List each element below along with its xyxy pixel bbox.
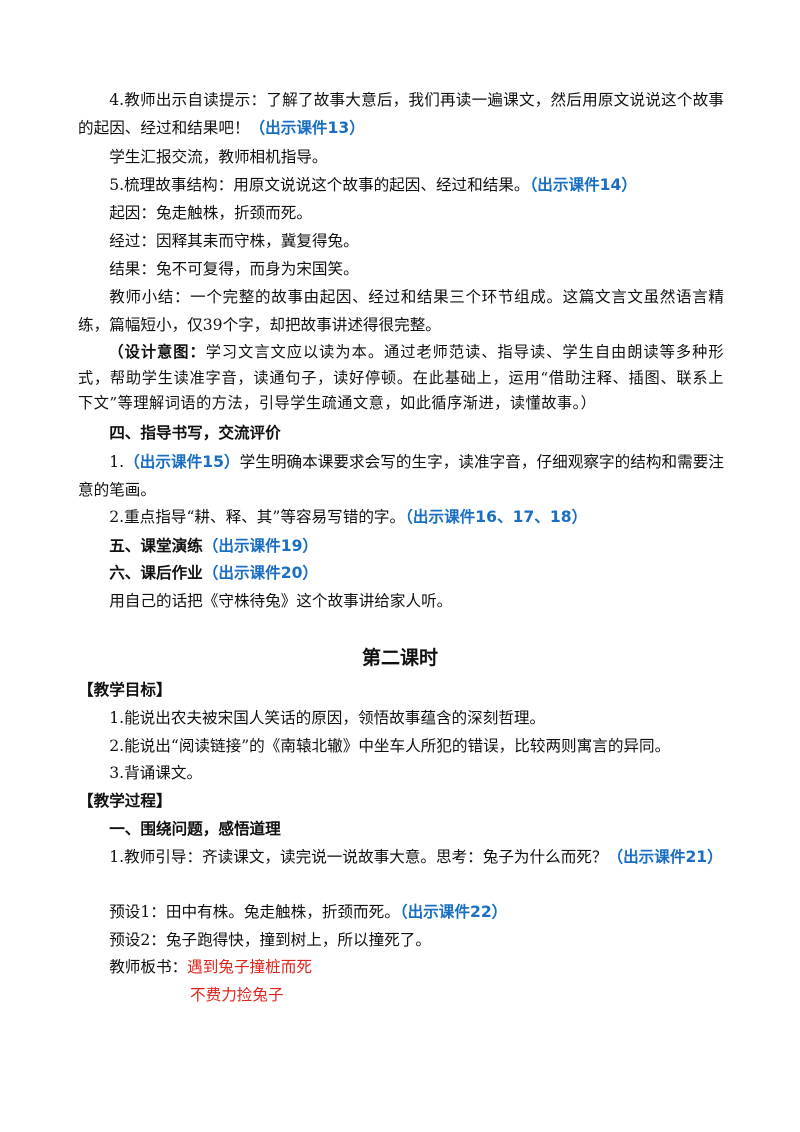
courseware-ref: （出示课件20） xyxy=(202,564,319,582)
board-line: 不费力捡兔子 xyxy=(190,986,284,1004)
text: 2.能说出“阅读链接”的《南辕北辙》中坐车人所犯的错误，比较两则寓言的异同。 xyxy=(109,737,671,755)
board-label: 教师板书： xyxy=(109,958,188,976)
paragraph: 2.重点指导“耕、释、其”等容易写错的字。（出示课件16、17、18） xyxy=(78,503,724,531)
courseware-ref: （出示课件19） xyxy=(202,537,319,555)
text: 五、课堂演练 xyxy=(109,536,203,555)
paragraph: 1.（出示课件15）学生明确本课要求会写的生字，读准字音，仔细观察字的结构和需要… xyxy=(78,448,724,504)
text: 学生明确本课要求会写的生字，读准字音，仔细观察字的结构和需要注意的笔画。 xyxy=(78,453,724,499)
paragraph: 学生汇报交流，教师相机指导。 xyxy=(78,143,724,171)
paragraph: 起因：兔走触株，折颈而死。 xyxy=(78,199,724,227)
text: 用自己的话把《守株待兔》这个故事讲给家人听。 xyxy=(109,592,453,610)
paragraph: 经过：因释其耒而守株，冀复得兔。 xyxy=(78,227,724,255)
paragraph: 用自己的话把《守株待兔》这个故事讲给家人听。 xyxy=(78,587,724,615)
text: 结果：兔不可复得，而身为宋国笑。 xyxy=(109,260,359,278)
text: 经过：因释其耒而守株，冀复得兔。 xyxy=(109,232,359,250)
paragraph: 预设2：兔子跑得快，撞到树上，所以撞死了。 xyxy=(78,926,724,954)
text: 3.背诵课文。 xyxy=(109,764,203,782)
paragraph: 5.梳理故事结构：用原文说说这个故事的起因、经过和结果。（出示课件14） xyxy=(78,171,724,199)
text: 起因：兔走触株，折颈而死。 xyxy=(109,204,312,222)
block-heading: 【教学目标】 xyxy=(78,676,724,704)
courseware-ref: （出示课件21） xyxy=(607,848,723,866)
paragraph: 结果：兔不可复得，而身为宋国笑。 xyxy=(78,255,724,283)
text: 教师小结：一个完整的故事由起因、经过和结果三个环节组成。这篇文言文虽然语言精练，… xyxy=(78,288,724,334)
text: 一、围绕问题，感悟道理 xyxy=(109,819,281,838)
board-line: 遇到兔子撞桩而死 xyxy=(187,958,312,976)
text: 学生汇报交流，教师相机指导。 xyxy=(109,148,328,166)
text: 5.梳理故事结构：用原文说说这个故事的起因、经过和结果。 xyxy=(109,176,530,194)
courseware-ref: （出示课件15） xyxy=(124,453,240,471)
goal: 3.背诵课文。 xyxy=(78,759,724,787)
paragraph: 教师小结：一个完整的故事由起因、经过和结果三个环节组成。这篇文言文虽然语言精练，… xyxy=(78,283,724,339)
text: 预设2：兔子跑得快，撞到树上，所以撞死了。 xyxy=(109,931,431,949)
paragraph: 预设1：田中有株。兔走触株，折颈而死。（出示课件22） xyxy=(78,898,724,926)
text: 1. xyxy=(109,453,125,471)
text: 2.重点指导“耕、释、其”等容易写错的字。 xyxy=(109,508,406,526)
text: 1.能说出农夫被宋国人笑话的原因，领悟故事蕴含的深刻哲理。 xyxy=(109,709,546,727)
text: 【教学目标】 xyxy=(78,680,172,699)
section-heading: 五、课堂演练（出示课件19） xyxy=(78,532,724,560)
lesson-title: 第二课时 xyxy=(361,647,438,669)
paragraph: 1.教师引导：齐读课文，读完说一说故事大意。思考：兔子为什么而死？（出示课件21… xyxy=(78,843,724,871)
text: 六、课后作业 xyxy=(109,563,203,582)
text: 4.教师出示自读提示：了解了故事大意后，我们再读一遍课文，然后用原文说说这个故事… xyxy=(78,91,724,137)
intent-label: （设计意图： xyxy=(108,343,206,361)
courseware-ref: （出示课件13） xyxy=(249,119,365,137)
design-intent: （设计意图：学习文言文应以读为本。通过老师范读、指导读、学生自由朗读等多种形式，… xyxy=(78,340,724,417)
courseware-ref: （出示课件16、17、18） xyxy=(405,508,588,526)
goal: 1.能说出农夫被宋国人笑话的原因，领悟故事蕴含的深刻哲理。 xyxy=(78,704,724,732)
section-heading: 一、围绕问题，感悟道理 xyxy=(78,815,724,843)
text: 【教学过程】 xyxy=(78,791,172,810)
text: 1.教师引导：齐读课文，读完说一说故事大意。思考：兔子为什么而死？ xyxy=(109,848,608,866)
text: 四、指导书写，交流评价 xyxy=(109,423,281,442)
courseware-ref: （出示课件14） xyxy=(529,176,637,194)
section-heading: 四、指导书写，交流评价 xyxy=(78,419,724,447)
board-writing: 教师板书：遇到兔子撞桩而死 xyxy=(78,953,724,981)
text: 预设1：田中有株。兔走触株，折颈而死。 xyxy=(109,903,400,921)
goal: 2.能说出“阅读链接”的《南辕北辙》中坐车人所犯的错误，比较两则寓言的异同。 xyxy=(78,732,724,760)
block-heading: 【教学过程】 xyxy=(78,787,724,815)
section-heading: 六、课后作业（出示课件20） xyxy=(78,559,724,587)
courseware-ref: （出示课件22） xyxy=(399,903,508,921)
paragraph: 4.教师出示自读提示：了解了故事大意后，我们再读一遍课文，然后用原文说说这个故事… xyxy=(78,86,724,142)
intent-text: 学习文言文应以读为本。通过老师范读、指导读、学生自由朗读等多种形式，帮助学生读准… xyxy=(78,343,725,412)
